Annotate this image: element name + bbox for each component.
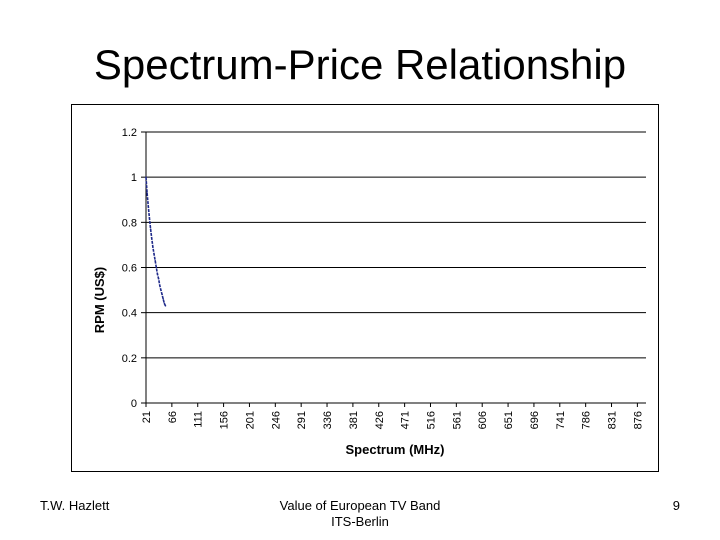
y-tick-label: 0.2 (122, 353, 137, 365)
data-point (155, 266, 158, 269)
x-tick-label: 381 (348, 411, 360, 429)
data-point (152, 246, 154, 248)
data-point (161, 293, 163, 296)
x-tick-label: 246 (270, 411, 282, 429)
data-point (151, 237, 153, 239)
x-tick-label: 156 (219, 411, 231, 429)
footer-author: T.W. Hazlett (40, 498, 110, 513)
y-tick-labels: 0 0.2 0.4 0.6 0.8 1 1.2 (122, 127, 137, 410)
y-tick-label: 0.4 (122, 308, 137, 320)
data-point (157, 278, 160, 280)
data-point (154, 260, 156, 262)
x-tick-label: 201 (244, 411, 256, 429)
data-point (148, 217, 151, 219)
footer-event-line2: ITS-Berlin (331, 514, 389, 529)
x-tick-label: 561 (451, 411, 463, 429)
x-tick-label: 696 (529, 411, 541, 429)
x-tick-label: 876 (632, 411, 644, 429)
y-tick-label: 0 (131, 398, 137, 410)
grid-lines (146, 131, 646, 359)
x-tick-label: 336 (322, 411, 334, 429)
data-point (153, 253, 155, 255)
y-axis-title: RPM (US$) (92, 267, 107, 333)
x-tick-label: 471 (400, 411, 412, 429)
x-tick-label: 786 (581, 411, 593, 429)
x-tick-label: 111 (193, 411, 205, 428)
x-tick-label: 291 (296, 411, 308, 429)
data-point (159, 284, 161, 287)
data-point (145, 176, 147, 178)
axes (141, 131, 646, 407)
data-point (146, 192, 148, 194)
x-tick-label: 651 (503, 411, 515, 429)
x-axis-title: Spectrum (MHz) (346, 442, 445, 457)
y-tick-label: 0.6 (122, 263, 137, 275)
x-tick-labels: 21 66 111 156 201 246 291 336 381 426 471 516 561 606… (141, 411, 644, 429)
y-tick-label: 1 (131, 172, 137, 184)
x-tick-label: 741 (555, 411, 567, 429)
x-tick-label: 426 (374, 411, 386, 429)
line-chart: 0 0.2 0.4 0.6 0.8 1 1.2 21 66 111 156 201 246 291 336… (92, 127, 646, 457)
y-tick-label: 1.2 (122, 127, 137, 139)
data-point (160, 289, 162, 291)
x-tick-label: 66 (167, 411, 179, 423)
page-number: 9 (672, 498, 680, 513)
x-tick-label: 606 (477, 411, 489, 429)
data-point (149, 228, 152, 230)
x-tick-label: 21 (141, 411, 153, 423)
series-layer (145, 176, 167, 307)
data-point (156, 273, 159, 275)
footer-event: Value of European TV Band ITS-Berlin (210, 498, 510, 530)
series-line (145, 177, 167, 307)
slide-title: Spectrum-Price Relationship (93, 41, 627, 88)
data-point (147, 205, 149, 208)
footer-event-line1: Value of European TV Band (279, 498, 441, 513)
data-point (163, 302, 166, 305)
data-point (164, 305, 167, 307)
data-point (162, 298, 164, 300)
y-tick-label: 0.8 (122, 217, 137, 229)
x-tick-label: 831 (607, 411, 619, 429)
x-tick-label: 516 (425, 411, 437, 429)
chart-frame: 0 0.2 0.4 0.6 0.8 1 1.2 21 66 111 156 201 246 291 336… (71, 104, 659, 472)
